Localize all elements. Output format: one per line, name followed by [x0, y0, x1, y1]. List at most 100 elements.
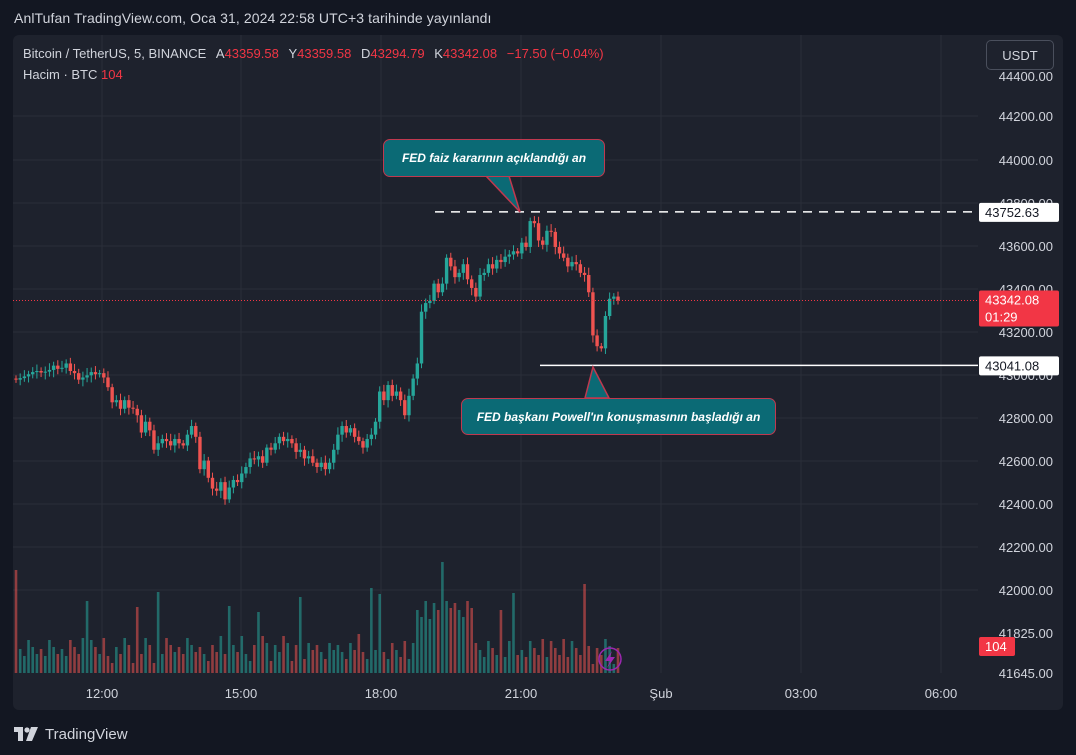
candle	[336, 434, 340, 450]
candle	[511, 251, 516, 255]
brand-name: TradingView	[45, 725, 128, 743]
candle	[528, 221, 532, 247]
volume-bar	[361, 652, 365, 673]
volume-bar	[315, 645, 319, 673]
candle	[47, 369, 52, 372]
volume-bar	[261, 636, 264, 673]
candle	[189, 426, 194, 435]
x-tick-label: 03:00	[785, 686, 818, 701]
x-tick-label: 12:00	[86, 686, 119, 701]
volume-bar	[215, 652, 218, 673]
volume-bar	[487, 641, 490, 673]
candle	[332, 449, 336, 463]
candle	[524, 242, 528, 247]
low-value: 43294.79	[370, 46, 425, 61]
candle	[495, 259, 499, 269]
volume-bar	[98, 654, 101, 673]
volume-bar	[303, 659, 306, 673]
volume-price-tag[interactable]	[979, 637, 1015, 656]
candle	[603, 315, 608, 349]
x-tick-label: 21:00	[505, 686, 538, 701]
tradingview-brand[interactable]: TradingView	[13, 722, 128, 746]
volume-bar	[23, 656, 26, 673]
volume-label[interactable]: Hacim · BTC	[23, 67, 98, 82]
candle	[436, 283, 440, 293]
volume-bar	[110, 663, 114, 673]
volume-bar	[512, 593, 515, 673]
volume-bar	[119, 654, 122, 673]
y-tick-label: 42600.00	[999, 454, 1053, 469]
volume-bar	[591, 664, 595, 673]
volume-bar	[491, 648, 494, 673]
candle	[398, 391, 403, 401]
volume-bar	[232, 645, 235, 673]
candle	[390, 385, 394, 396]
candle	[51, 365, 56, 370]
y-tick-label: 44400.00	[999, 69, 1053, 84]
candle	[260, 456, 265, 463]
volume-bar	[453, 603, 457, 673]
volume-bar	[424, 601, 427, 673]
candle	[461, 264, 466, 273]
volume-bar	[553, 648, 557, 673]
powell-speech-callout[interactable]: FED başkanı Powell'ın konuşmasının başla…	[461, 398, 776, 435]
volume-bar	[169, 645, 172, 673]
volume-bar	[181, 654, 185, 673]
volume-bar	[357, 634, 361, 673]
volume-bar	[240, 636, 244, 673]
candle	[210, 477, 215, 489]
candle	[311, 456, 315, 463]
candle	[156, 443, 160, 450]
volume-bar	[495, 655, 499, 673]
current-price-tag-text: 43342.08	[985, 292, 1039, 307]
volume-bar	[186, 638, 189, 673]
candle	[557, 246, 562, 254]
candle	[168, 441, 173, 446]
lightning-icon[interactable]	[598, 647, 622, 671]
volume-bar	[43, 656, 47, 673]
candle	[566, 257, 570, 267]
candle	[411, 378, 415, 396]
volume-bar	[332, 650, 336, 673]
candle	[227, 487, 231, 500]
price-chart[interactable]: 44400.0044200.0044000.0043800.0043600.00…	[13, 35, 1063, 710]
candle	[106, 377, 110, 388]
candle	[131, 407, 135, 409]
candle	[139, 415, 144, 433]
candle	[499, 259, 503, 263]
candle	[135, 408, 139, 416]
close-label: K	[434, 46, 443, 61]
candle	[72, 371, 77, 374]
low-level-price-tag[interactable]	[979, 356, 1059, 376]
candle	[39, 371, 43, 373]
current-price-tag[interactable]	[979, 290, 1059, 327]
candle	[265, 447, 269, 463]
candle	[520, 242, 524, 254]
y-tick-label: 42200.00	[999, 540, 1053, 555]
candle	[173, 438, 177, 446]
high-level-price-tag[interactable]	[979, 202, 1059, 222]
volume-bar	[340, 652, 344, 673]
candle	[407, 395, 411, 416]
volume-bar	[449, 608, 453, 673]
volume-bar	[123, 638, 126, 673]
fed-decision-callout[interactable]: FED faiz kararının açıklandığı an	[383, 139, 605, 177]
volume-bar	[236, 652, 239, 673]
candle	[252, 458, 256, 460]
currency-button[interactable]: USDT	[986, 40, 1054, 70]
y-tick-label: 44000.00	[999, 153, 1053, 168]
volume-bar	[307, 643, 310, 673]
volume-bar	[81, 638, 85, 673]
candle	[616, 296, 620, 301]
candle	[273, 443, 277, 450]
candle	[469, 279, 474, 288]
candle	[423, 303, 428, 312]
candle	[35, 371, 39, 373]
candle	[561, 253, 566, 258]
volume-bar	[382, 652, 386, 673]
volume-bar	[583, 584, 586, 673]
volume-bar	[533, 648, 536, 673]
volume-bar	[18, 649, 22, 673]
symbol-label[interactable]: Bitcoin / TetherUS, 5, BINANCE	[23, 46, 207, 61]
volume-bar	[298, 597, 302, 673]
